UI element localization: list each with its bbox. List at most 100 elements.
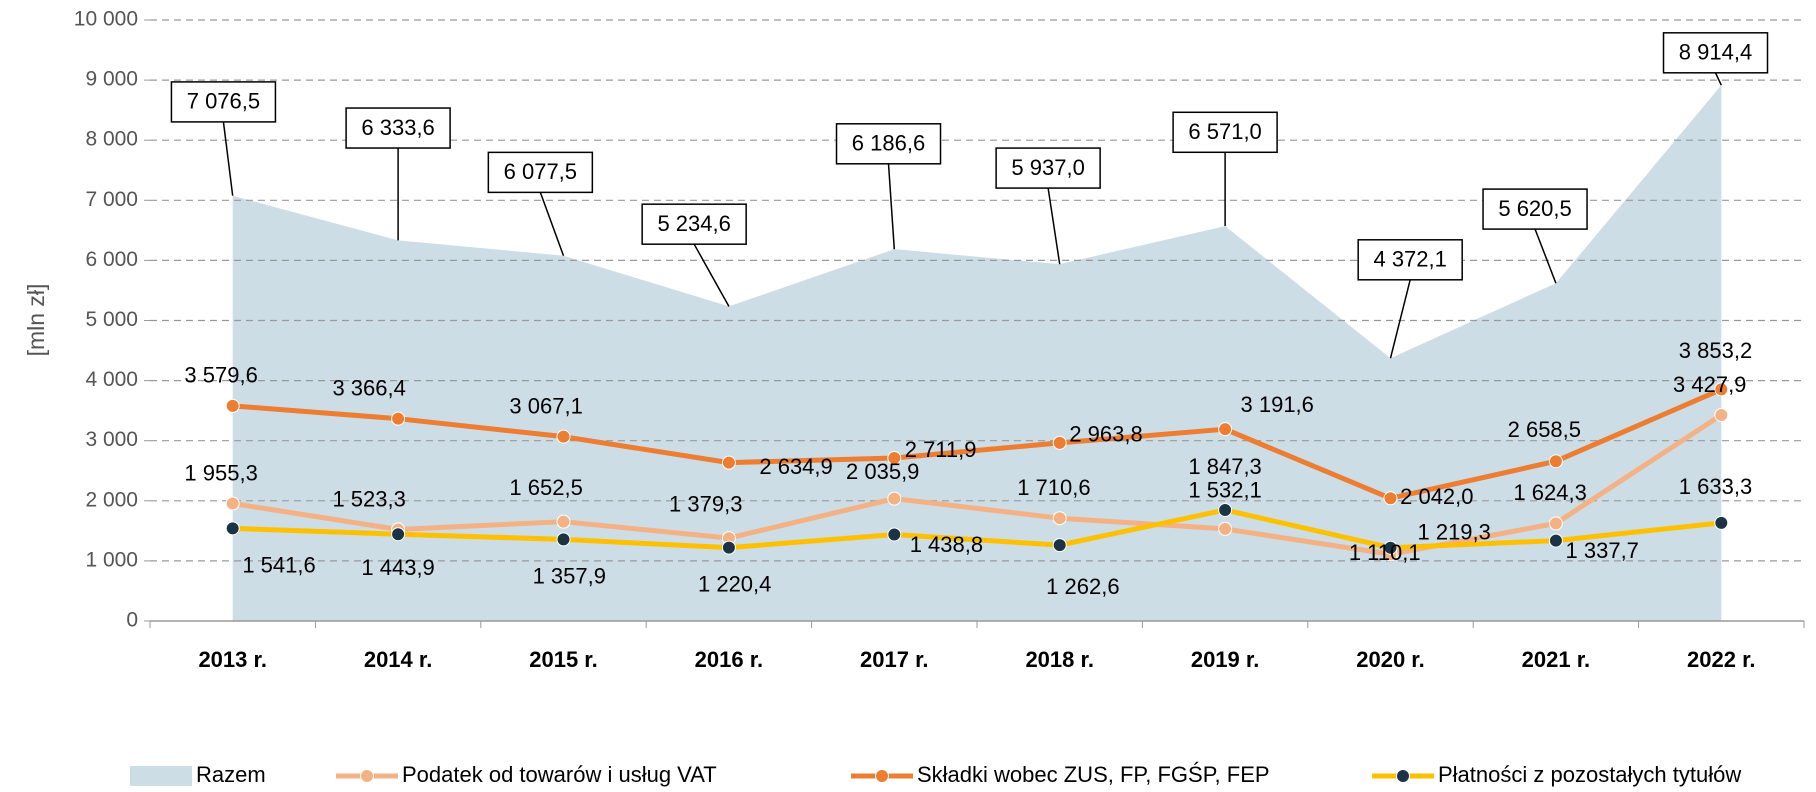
label-box bbox=[1482, 188, 1588, 230]
line bbox=[232, 387, 1723, 501]
data-label: 2 042,0 bbox=[1400, 484, 1473, 509]
data-label: 3 366,4 bbox=[332, 376, 405, 401]
y-tick-label: 10 000 bbox=[74, 8, 138, 31]
data-label: 2 963,8 bbox=[1069, 422, 1142, 447]
label-box bbox=[1357, 239, 1463, 281]
data-label: 5 234,6 bbox=[657, 211, 730, 236]
data-label: 1 379,3 bbox=[669, 491, 742, 516]
leader-line bbox=[1047, 187, 1061, 265]
x-tick-label: 2018 r. bbox=[1025, 647, 1094, 672]
data-label: 1 847,3 bbox=[1188, 454, 1261, 479]
marker bbox=[1714, 407, 1729, 422]
legend-swatch bbox=[130, 766, 192, 786]
label-box bbox=[1662, 32, 1769, 74]
marker bbox=[721, 540, 736, 555]
x-tick-label: 2017 r. bbox=[860, 647, 929, 672]
data-label: 1 337,7 bbox=[1566, 538, 1639, 563]
marker bbox=[887, 451, 902, 466]
legend-label: Razem bbox=[196, 762, 266, 787]
marker bbox=[391, 411, 406, 426]
legend-label: Składki wobec ZUS, FP, FGŚP, FEP bbox=[917, 762, 1270, 787]
marker bbox=[1218, 502, 1233, 517]
y-tick-label: 3 000 bbox=[85, 428, 138, 451]
leader-line bbox=[693, 243, 730, 307]
x-tick-label: 2019 r. bbox=[1191, 647, 1260, 672]
data-label: 1 624,3 bbox=[1513, 480, 1586, 505]
marker bbox=[225, 398, 240, 413]
marker bbox=[1052, 538, 1067, 553]
data-label: 3 853,2 bbox=[1679, 338, 1752, 363]
marker bbox=[1052, 435, 1067, 450]
label-box bbox=[641, 203, 747, 245]
legend-marker bbox=[875, 769, 889, 783]
marker bbox=[721, 455, 736, 470]
marker bbox=[1548, 516, 1563, 531]
y-tick-label: 2 000 bbox=[85, 488, 138, 511]
data-label: 6 571,0 bbox=[1188, 119, 1261, 144]
label-box bbox=[487, 151, 594, 194]
area bbox=[232, 85, 1722, 621]
label-box bbox=[835, 123, 942, 165]
marker bbox=[225, 496, 240, 511]
data-label: 6 186,6 bbox=[852, 131, 925, 156]
y-tick-label: 6 000 bbox=[85, 248, 138, 271]
data-label: 1 710,6 bbox=[1017, 475, 1090, 500]
y-tick-label: 0 bbox=[126, 609, 138, 632]
data-label: 1 262,6 bbox=[1046, 574, 1119, 599]
data-label: 7 076,5 bbox=[187, 89, 260, 114]
y-tick-label: 4 000 bbox=[85, 368, 138, 391]
marker bbox=[1714, 382, 1729, 397]
y-tick-label: 8 000 bbox=[85, 128, 138, 151]
marker bbox=[1383, 491, 1398, 506]
data-label: 1 652,5 bbox=[509, 475, 582, 500]
data-label: 3 427,9 bbox=[1673, 372, 1746, 397]
legend-label: Płatności z pozostałych tytułów bbox=[1438, 762, 1741, 787]
legend-marker bbox=[360, 769, 374, 783]
data-label: 1 532,1 bbox=[1188, 478, 1261, 503]
marker bbox=[1548, 454, 1563, 469]
marker bbox=[1218, 422, 1233, 437]
legend-label: Podatek od towarów i usług VAT bbox=[402, 762, 717, 787]
marker bbox=[1714, 515, 1729, 530]
y-tick-label: 1 000 bbox=[85, 548, 138, 571]
data-label: 5 937,0 bbox=[1011, 155, 1084, 180]
data-label: 6 077,5 bbox=[504, 159, 577, 184]
x-tick-label: 2016 r. bbox=[695, 647, 764, 672]
y-tick-label: 5 000 bbox=[85, 308, 138, 331]
label-box bbox=[345, 107, 451, 149]
marker bbox=[1052, 511, 1067, 526]
leader-line bbox=[887, 163, 896, 250]
leader-line bbox=[1534, 228, 1557, 284]
data-label: 3 579,6 bbox=[184, 363, 257, 388]
data-label: 1 443,9 bbox=[361, 555, 434, 580]
x-tick-label: 2022 r. bbox=[1687, 647, 1756, 672]
data-label: 6 333,6 bbox=[361, 115, 434, 140]
x-tick-label: 2021 r. bbox=[1522, 647, 1591, 672]
line bbox=[232, 412, 1723, 557]
data-label: 1 357,9 bbox=[533, 563, 606, 588]
marker bbox=[887, 527, 902, 542]
data-label: 1 541,6 bbox=[242, 552, 315, 577]
data-label: 5 620,5 bbox=[1498, 196, 1571, 221]
marker bbox=[225, 521, 240, 536]
data-label: 2 711,9 bbox=[905, 437, 977, 462]
marker bbox=[556, 532, 571, 547]
x-tick-label: 2013 r. bbox=[198, 647, 267, 672]
y-axis-label: [mln zł] bbox=[23, 284, 49, 357]
x-tick-label: 2015 r. bbox=[529, 647, 598, 672]
data-label: 1 523,3 bbox=[332, 486, 405, 511]
data-label: 1 110,1 bbox=[1349, 540, 1421, 565]
data-label: 1 438,8 bbox=[910, 532, 983, 557]
data-label: 8 914,4 bbox=[1679, 40, 1752, 65]
marker bbox=[887, 491, 902, 506]
x-tick-label: 2020 r. bbox=[1356, 647, 1425, 672]
legend-marker bbox=[1396, 769, 1410, 783]
label-box bbox=[1172, 111, 1278, 154]
marker bbox=[1218, 521, 1233, 536]
y-tick-label: 7 000 bbox=[85, 188, 138, 211]
data-label: 3 191,6 bbox=[1241, 392, 1314, 417]
data-label: 1 955,3 bbox=[184, 460, 257, 485]
data-label: 2 634,9 bbox=[759, 454, 832, 479]
data-label: 1 220,4 bbox=[698, 572, 771, 597]
